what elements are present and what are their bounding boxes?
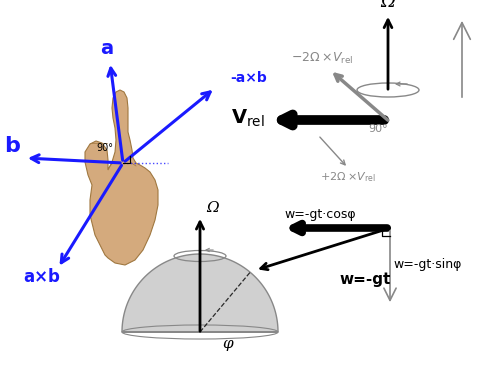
Text: b: b xyxy=(4,136,20,156)
Text: -a×b: -a×b xyxy=(230,71,267,85)
Polygon shape xyxy=(122,254,278,332)
Text: $-2\Omega\times\!V_{\rm rel}$: $-2\Omega\times\!V_{\rm rel}$ xyxy=(291,51,353,66)
Text: φ: φ xyxy=(222,337,233,351)
Text: Ω: Ω xyxy=(381,0,396,11)
Text: w=-gt: w=-gt xyxy=(339,272,391,287)
Text: a: a xyxy=(100,39,113,58)
Text: 90°: 90° xyxy=(97,143,113,153)
Text: w=-gt·cosφ: w=-gt·cosφ xyxy=(284,208,356,221)
Text: $+2\Omega\times\!V_{\rm rel}$: $+2\Omega\times\!V_{\rm rel}$ xyxy=(320,170,376,184)
Text: a×b: a×b xyxy=(24,268,60,286)
Text: Ω: Ω xyxy=(206,201,218,215)
Text: 90°: 90° xyxy=(368,124,388,134)
Text: V$_{\rm rel}$: V$_{\rm rel}$ xyxy=(231,107,265,129)
Text: w=-gt·sinφ: w=-gt·sinφ xyxy=(394,258,462,271)
Polygon shape xyxy=(85,90,158,265)
